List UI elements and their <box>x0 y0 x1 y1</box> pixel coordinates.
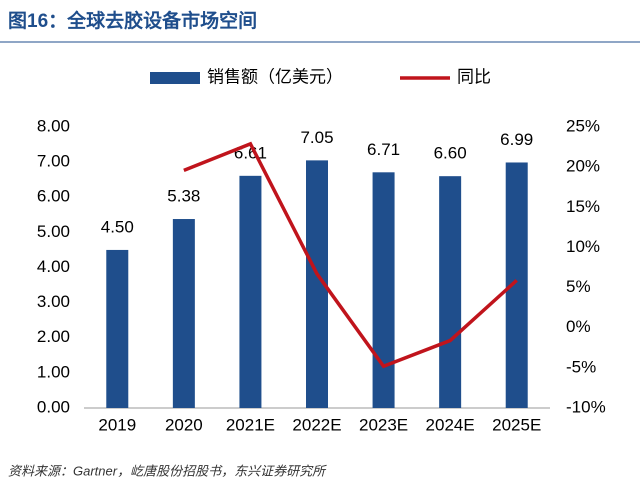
y-tick-label: 6.00 <box>37 187 70 206</box>
y-tick-label: 4.00 <box>37 257 70 276</box>
x-tick-label: 2024E <box>426 415 475 434</box>
bar <box>372 172 395 408</box>
x-tick-label: 2019 <box>98 415 136 434</box>
bar <box>106 249 129 408</box>
y-tick-label: 8.00 <box>37 116 70 135</box>
y2-tick-label: 10% <box>566 237 600 256</box>
y-tick-label: 7.00 <box>37 152 70 171</box>
y-tick-label: 5.00 <box>37 222 70 241</box>
legend-swatch <box>150 72 200 84</box>
value-label: 4.50 <box>101 217 134 236</box>
x-tick-label: 2023E <box>359 415 408 434</box>
x-tick-label: 2025E <box>492 415 541 434</box>
y-tick-label: 0.00 <box>37 397 70 416</box>
y-tick-label: 1.00 <box>37 362 70 381</box>
source-note: 资料来源：Gartner，屹唐股份招股书，东兴证券研究所 <box>8 463 327 478</box>
y2-tick-label: -10% <box>566 397 606 416</box>
y2-tick-label: 0% <box>566 317 591 336</box>
x-tick-label: 2022E <box>292 415 341 434</box>
bar <box>172 219 195 408</box>
y-tick-label: 2.00 <box>37 327 70 346</box>
value-label: 6.99 <box>500 130 533 149</box>
value-label: 7.05 <box>300 128 333 147</box>
bar <box>505 162 528 408</box>
legend-label: 销售额（亿美元） <box>207 67 343 86</box>
value-label: 5.38 <box>167 187 200 206</box>
bar <box>306 160 328 408</box>
value-label: 6.71 <box>367 140 400 159</box>
y2-tick-label: 5% <box>566 277 591 296</box>
y2-tick-label: 20% <box>566 157 600 176</box>
line <box>183 141 518 369</box>
bar <box>239 175 262 408</box>
y2-tick-label: 15% <box>566 197 600 216</box>
legend-label: 同比 <box>457 67 491 86</box>
y2-tick-label: 25% <box>566 116 600 135</box>
x-tick-label: 2020 <box>165 415 203 434</box>
y2-tick-label: -5% <box>566 357 596 376</box>
chart-title: 图16：全球去胶设备市场空间 <box>8 9 257 32</box>
x-tick-label: 2021E <box>226 415 275 434</box>
value-label: 6.60 <box>434 144 467 163</box>
y-tick-label: 3.00 <box>37 292 70 311</box>
bar <box>439 176 462 408</box>
